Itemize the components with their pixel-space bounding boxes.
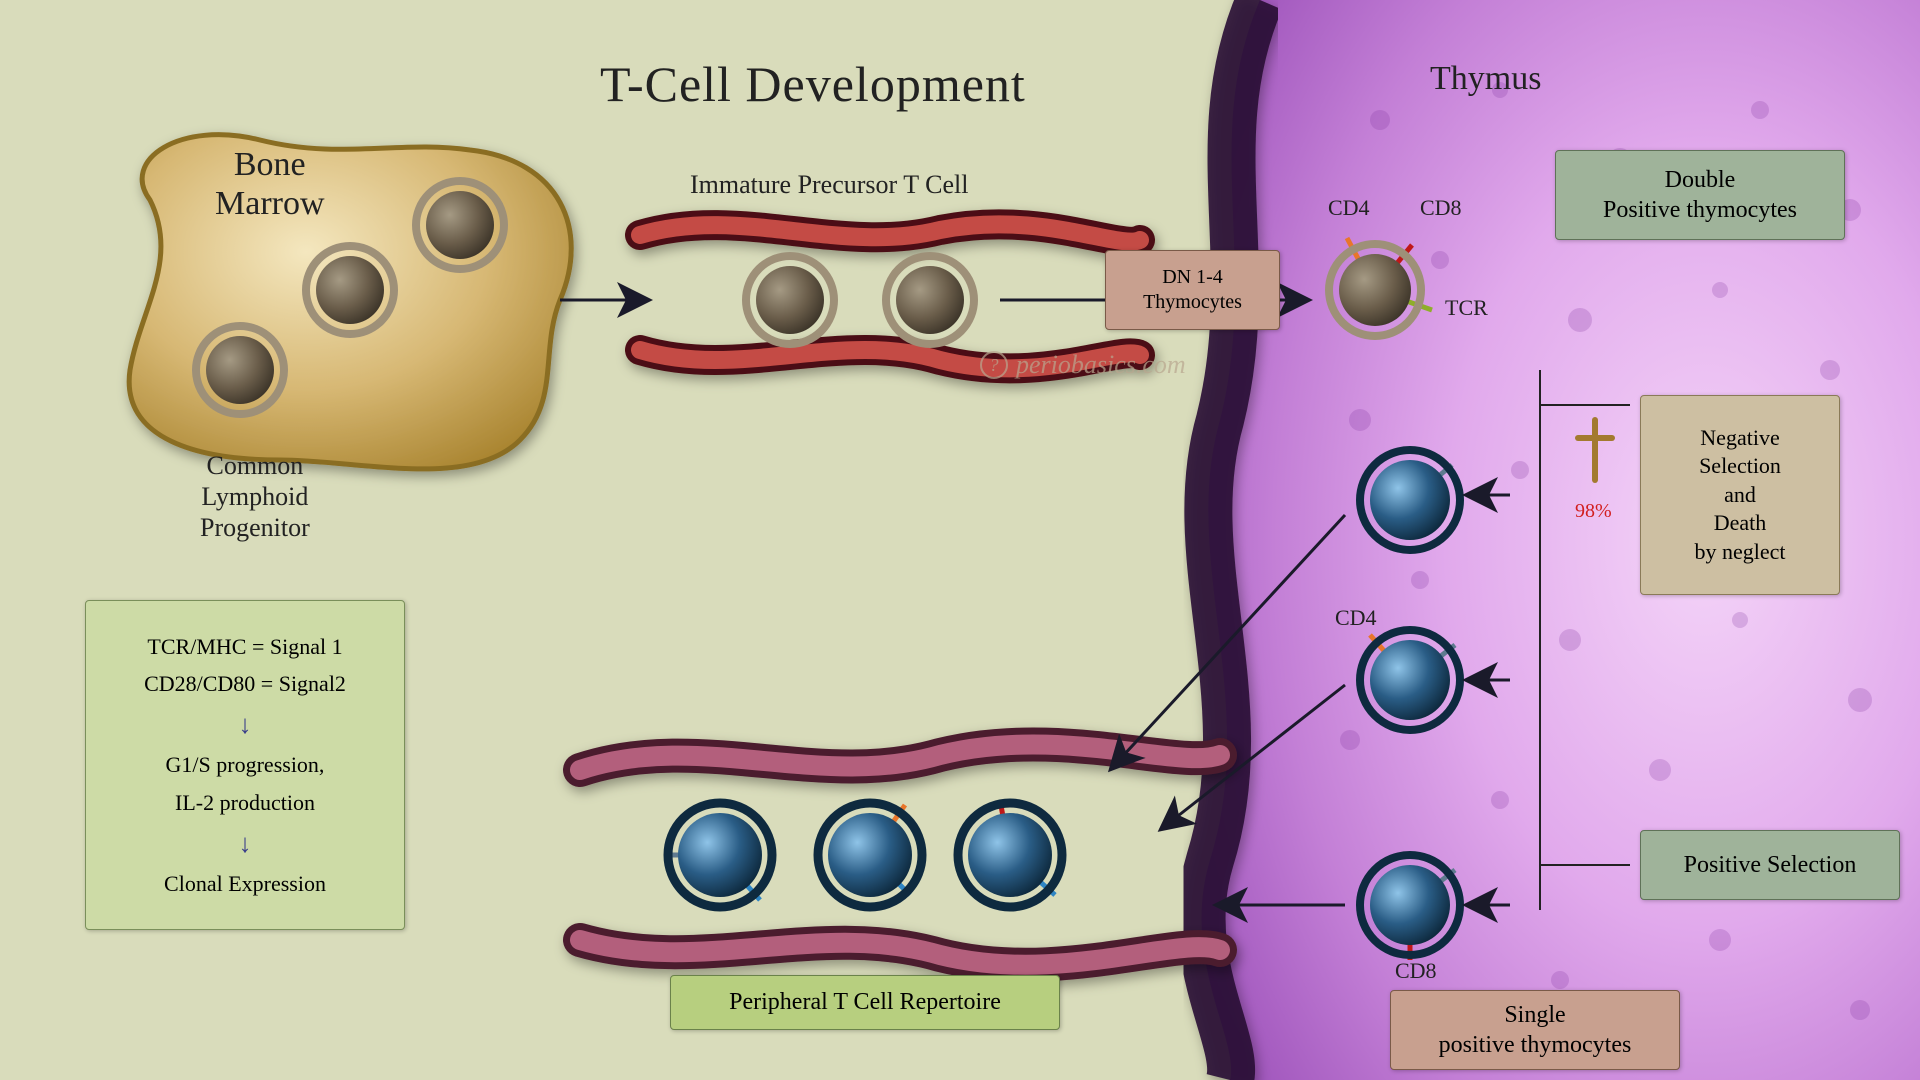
cd8-label-dp: CD8 <box>1420 195 1462 221</box>
sp-cell-cd8 <box>1360 855 1460 960</box>
dn-thymocytes-box: DN 1-4 Thymocytes <box>1105 250 1280 330</box>
thymus-label: Thymus <box>1430 60 1541 98</box>
cd4-label-dp: CD4 <box>1328 195 1370 221</box>
negative-selection-box: Negative Selection and Death by neglect <box>1640 395 1840 595</box>
watermark: ? periobasics.com <box>980 350 1186 380</box>
cd8-label-sp: CD8 <box>1395 958 1437 984</box>
signal-line: CD28/CD80 = Signal2 <box>144 669 346 699</box>
clp-label: Common Lymphoid Progenitor <box>200 450 310 544</box>
tcr-label-dp: TCR <box>1445 295 1488 321</box>
peripheral-cells <box>668 800 1062 907</box>
signal-line: IL-2 production <box>175 788 315 818</box>
cd4-label-sp: CD4 <box>1335 605 1377 631</box>
double-positive-box: Double Positive thymocytes <box>1555 150 1845 240</box>
signal-line: Clonal Expression <box>164 869 326 899</box>
signal-pathway-box: TCR/MHC = Signal 1 CD28/CD80 = Signal2 ↓ G1… <box>85 600 405 930</box>
death-percent: 98% <box>1575 500 1612 523</box>
sp-cell-1 <box>1360 450 1460 550</box>
watermark-icon: ? <box>980 351 1008 379</box>
peripheral-repertoire-box: Peripheral T Cell Repertoire <box>670 975 1060 1030</box>
bone-marrow-label: Bone Marrow <box>215 145 325 223</box>
sp-cell-cd4 <box>1360 630 1460 730</box>
signal-line: ↓ <box>239 707 252 742</box>
single-positive-box: Single positive thymocytes <box>1390 990 1680 1070</box>
signal-line: G1/S progression, <box>166 750 325 780</box>
signal-line: ↓ <box>239 826 252 861</box>
positive-selection-box: Positive Selection <box>1640 830 1900 900</box>
signal-line: TCR/MHC = Signal 1 <box>147 632 342 662</box>
page-title: T-Cell Development <box>600 55 1026 113</box>
precursor-label: Immature Precursor T Cell <box>690 170 968 200</box>
